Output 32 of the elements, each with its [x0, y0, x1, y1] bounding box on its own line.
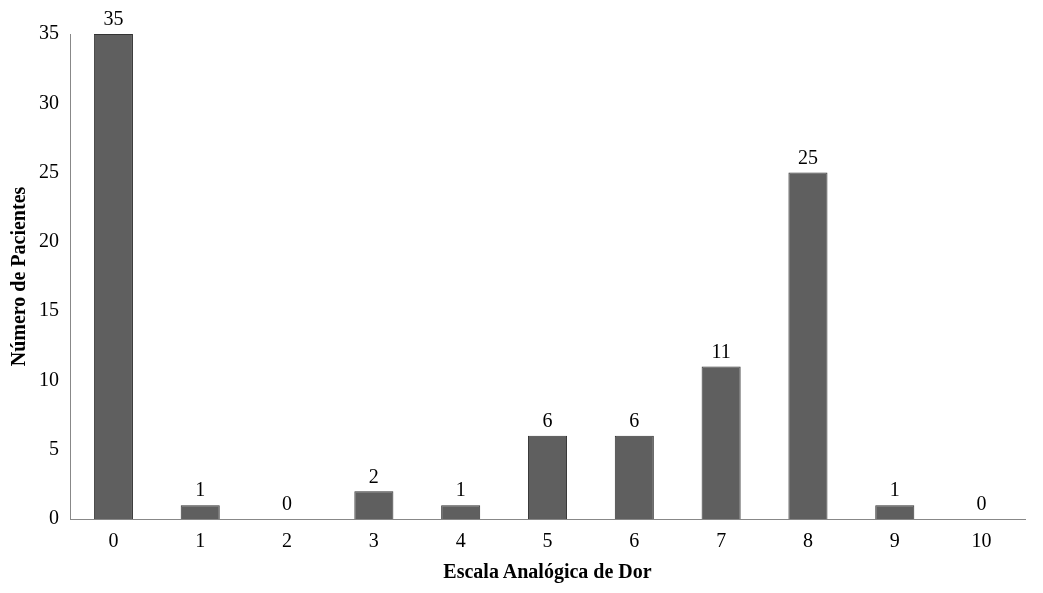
x-tick-label: 0	[108, 529, 119, 552]
data-label: 0	[282, 492, 293, 515]
data-label: 1	[889, 478, 900, 501]
x-tick-label: 1	[195, 529, 206, 552]
data-label: 2	[368, 464, 379, 487]
y-tick-label: 25	[39, 159, 59, 182]
data-label: 25	[797, 145, 818, 168]
x-tick-label: 2	[282, 529, 293, 552]
data-label: 1	[455, 478, 466, 501]
x-tick-label: 6	[629, 529, 640, 552]
y-tick-label: 5	[49, 436, 59, 459]
x-tick-label: 3	[368, 529, 379, 552]
data-label: 6	[542, 409, 553, 432]
y-tick-label: 15	[39, 298, 59, 321]
y-tick-label: 35	[39, 21, 59, 44]
x-tick-label: 4	[455, 529, 466, 552]
y-tick-label: 0	[49, 506, 59, 529]
x-tick-label: 7	[716, 529, 727, 552]
data-label: 35	[103, 7, 124, 30]
data-label: 1	[195, 478, 206, 501]
y-tick-label: 20	[39, 229, 59, 252]
x-axis-title: Escala Analógica de Dor	[443, 560, 652, 584]
data-label: 11	[711, 339, 731, 362]
x-tick-label: 9	[889, 529, 900, 552]
data-label: 6	[629, 409, 640, 432]
y-tick-label: 30	[39, 90, 59, 113]
x-tick-label: 5	[542, 529, 553, 552]
y-axis-title: Número de Pacientes	[7, 186, 30, 367]
y-tick-label: 10	[39, 367, 59, 390]
x-tick-label: 8	[802, 529, 813, 552]
data-label: 0	[976, 492, 987, 515]
x-tick-label: 10	[971, 529, 992, 552]
